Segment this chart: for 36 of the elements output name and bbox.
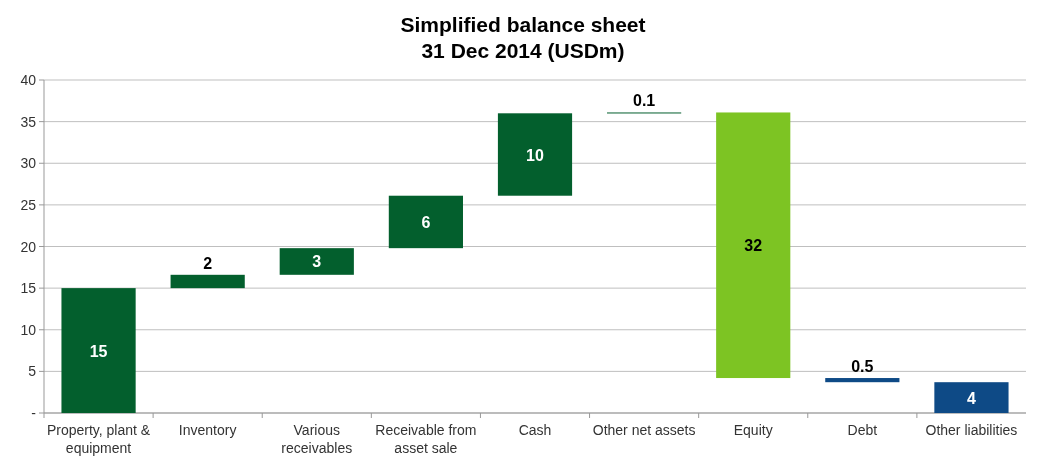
data-label: 0.1 [632, 92, 656, 110]
data-label: 0.5 [851, 358, 874, 376]
y-tick-label: 35 [20, 113, 37, 130]
data-label: 32 [744, 237, 763, 255]
bar [825, 378, 900, 383]
bar [934, 382, 1009, 413]
y-tick-label: 30 [20, 155, 37, 172]
y-tick-label: 25 [20, 196, 37, 213]
bar [497, 113, 573, 196]
bar [716, 112, 791, 379]
bar [61, 288, 136, 413]
x-tick-label: Equity [733, 422, 773, 438]
chart-title: Simplified balance sheet 31 Dec 2014 (USDm) [400, 13, 646, 62]
x-tick-label: Debt [847, 422, 878, 438]
x-tick-label: Property, plant & equipment [46, 422, 151, 456]
bar [170, 274, 245, 289]
data-label: 3 [312, 253, 322, 271]
data-label: 6 [421, 213, 431, 231]
y-tick-label: 20 [20, 238, 37, 255]
y-tick-label: 5 [28, 363, 37, 380]
y-tick-label: 10 [20, 321, 37, 338]
x-tick-label: Other net assets [592, 422, 696, 438]
bar [279, 248, 354, 275]
bar [388, 195, 463, 249]
x-tick-label: Various receivables [281, 422, 353, 456]
y-tick-label: - [31, 405, 37, 421]
y-tick-label: 40 [20, 72, 37, 88]
x-tick-label: Cash [518, 422, 552, 438]
data-label: 2 [203, 254, 213, 272]
y-tick-label: 15 [20, 280, 37, 297]
data-label: 15 [89, 342, 108, 360]
data-label: 4 [966, 389, 976, 407]
data-label: 10 [526, 146, 544, 164]
x-tick-label: Inventory [178, 422, 237, 438]
x-tick-label: Receivable from asset sale [375, 422, 477, 456]
x-tick-label: Other liabilities [925, 422, 1018, 438]
